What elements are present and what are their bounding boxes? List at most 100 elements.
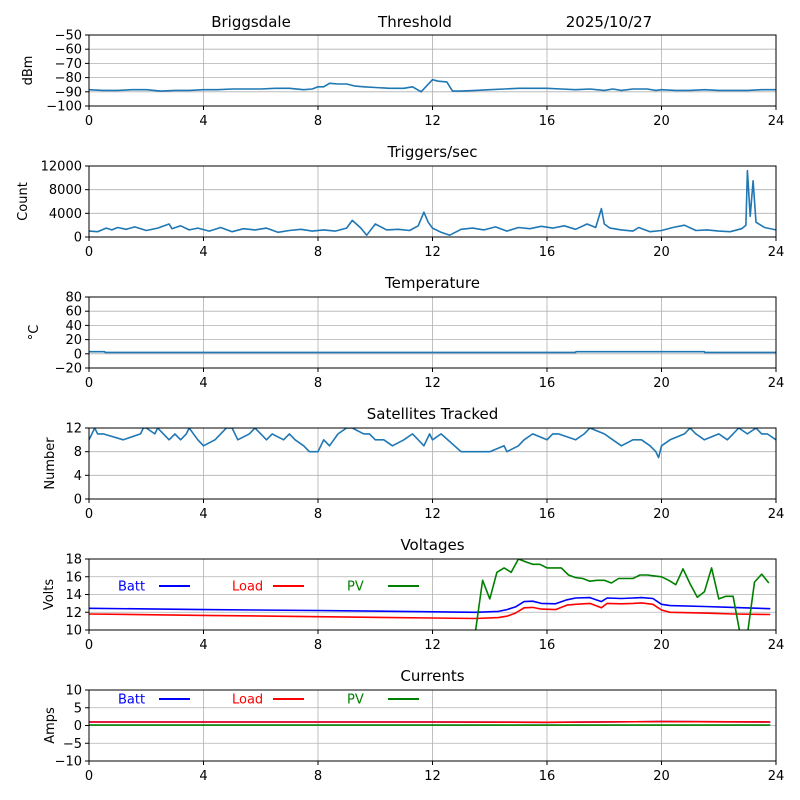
series-line-temperature: [89, 350, 776, 354]
x-tick-label: 4: [199, 638, 207, 653]
panel-title: Temperature: [384, 274, 480, 292]
x-tick-label: 24: [768, 245, 785, 260]
x-tick-label: 20: [653, 507, 670, 522]
x-tick-label: 12: [424, 245, 441, 260]
panel-voltages: 0 4 8 12 16 20 24 10 12 14 16 18 Voltages Volts Batt Lo…: [42, 536, 784, 653]
x-tick-label: 0: [85, 245, 93, 260]
x-tick-label: 0: [85, 507, 93, 522]
y-tick-label: 10: [65, 684, 82, 699]
x-tick-label: 20: [653, 376, 670, 391]
y-tick-label: −20: [55, 362, 82, 377]
x-tick-label: 4: [199, 245, 207, 260]
x-tick-label: 16: [539, 507, 556, 522]
y-tick-label: −5: [63, 737, 82, 752]
legend-label-load: Load: [232, 693, 263, 708]
y-tick-label: −100: [46, 100, 82, 115]
y-tick-label: 8: [74, 445, 82, 460]
legend-label-batt: Batt: [118, 580, 145, 595]
y-axis-label: Amps: [43, 707, 58, 744]
header-station: Briggsdale: [211, 13, 291, 31]
y-tick-label: −90: [55, 85, 82, 100]
panel-title: Voltages: [400, 536, 464, 554]
legend-label-load: Load: [232, 580, 263, 595]
header-date: 2025/10/27: [566, 13, 652, 31]
y-axis-label: Volts: [42, 579, 57, 611]
y-tick-label: 20: [65, 333, 82, 348]
x-tick-label: 4: [199, 769, 207, 784]
y-tick-label: 5: [74, 701, 82, 716]
y-tick-label: 18: [65, 553, 82, 568]
x-tick-label: 24: [768, 507, 785, 522]
y-tick-label: −10: [55, 755, 82, 770]
panel-title: Satellites Tracked: [367, 405, 498, 423]
series-line-satellites: [89, 428, 776, 459]
y-tick-label: 12000: [41, 160, 82, 175]
series-line-triggers: [89, 169, 776, 236]
x-tick-label: 12: [424, 114, 441, 129]
y-tick-label: 14: [65, 588, 82, 603]
x-tick-label: 0: [85, 376, 93, 391]
series-line-load: [89, 602, 771, 620]
series-line-load: [89, 720, 771, 724]
y-tick-label: 8000: [49, 183, 82, 198]
x-tick-label: 4: [199, 507, 207, 522]
legend-label-batt: Batt: [118, 693, 145, 708]
series-line-pv: [474, 559, 770, 630]
y-tick-label: 0: [74, 231, 82, 246]
x-tick-label: 4: [199, 376, 207, 391]
x-tick-label: 8: [314, 376, 322, 391]
x-tick-label: 0: [85, 769, 93, 784]
x-tick-label: 16: [539, 376, 556, 391]
panel-triggers: 0 4 8 12 16 20 24 0 4000 8000 12000 Triggers/sec Cou…: [16, 143, 784, 260]
y-tick-label: −50: [55, 29, 82, 44]
x-tick-label: 12: [424, 638, 441, 653]
y-axis-label: dBm: [21, 56, 36, 86]
x-tick-label: 24: [768, 114, 785, 129]
x-tick-label: 0: [85, 114, 93, 129]
x-tick-label: 8: [314, 245, 322, 260]
x-tick-label: 8: [314, 114, 322, 129]
y-tick-label: 16: [65, 570, 82, 585]
series-line-threshold: [89, 78, 776, 93]
x-tick-label: 20: [653, 638, 670, 653]
y-tick-label: 0: [74, 719, 82, 734]
y-tick-label: −70: [55, 57, 82, 72]
x-tick-label: 12: [424, 507, 441, 522]
panel-satellites: 0 4 8 12 16 20 24 0 4 8 12 Satellites Tracked Number: [43, 405, 784, 522]
x-tick-label: 0: [85, 638, 93, 653]
y-tick-label: 12: [65, 422, 82, 437]
legend-label-pv: PV: [347, 693, 364, 708]
y-tick-label: 12: [65, 606, 82, 621]
x-tick-label: 4: [199, 114, 207, 129]
x-tick-label: 20: [653, 114, 670, 129]
y-tick-label: 4: [74, 469, 82, 484]
panel-currents: 0 4 8 12 16 20 24 −10 −5 0 5 10 Currents Amps Batt Load…: [43, 667, 784, 784]
y-tick-label: 40: [65, 319, 82, 334]
y-tick-label: 80: [65, 291, 82, 306]
x-tick-label: 8: [314, 638, 322, 653]
y-tick-label: −80: [55, 71, 82, 86]
panel-title: Currents: [400, 667, 464, 685]
x-tick-label: 8: [314, 507, 322, 522]
x-tick-label: 12: [424, 376, 441, 391]
y-tick-label: 0: [74, 347, 82, 362]
x-tick-label: 8: [314, 769, 322, 784]
y-tick-label: −60: [55, 43, 82, 58]
y-tick-label: 60: [65, 305, 82, 320]
x-tick-label: 16: [539, 245, 556, 260]
panel-threshold: 0 4 8 12 16 20 24 −100−90−80−70−60−50 dBm: [21, 29, 784, 130]
y-axis-label: Count: [16, 182, 31, 221]
x-tick-label: 24: [768, 769, 785, 784]
x-tick-label: 20: [653, 245, 670, 260]
y-tick-label: 10: [65, 624, 82, 639]
x-tick-label: 24: [768, 638, 785, 653]
x-tick-label: 12: [424, 769, 441, 784]
x-tick-label: 16: [539, 114, 556, 129]
legend-label-pv: PV: [347, 580, 364, 595]
y-axis-label: °C: [27, 325, 42, 341]
x-tick-label: 16: [539, 769, 556, 784]
y-tick-label: 4000: [49, 207, 82, 222]
panel-title: Triggers/sec: [387, 143, 478, 161]
